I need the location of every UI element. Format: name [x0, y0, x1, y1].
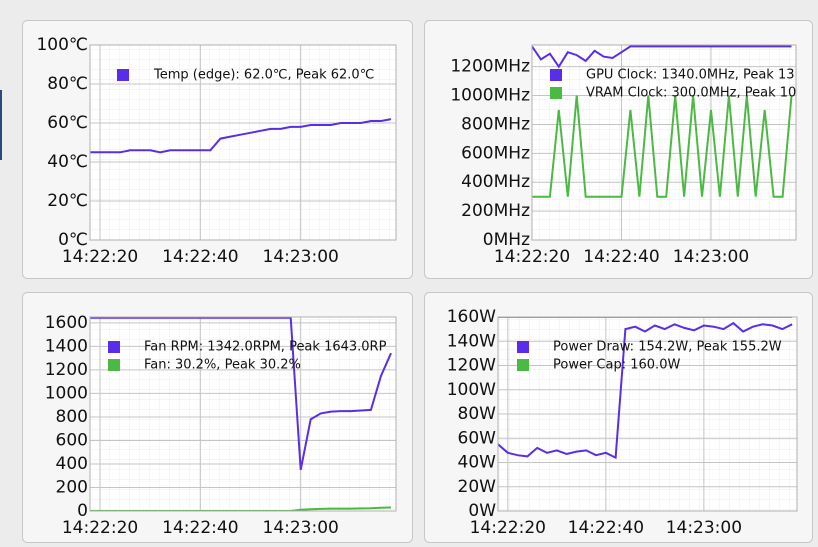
y-tick-label: 600MHz [461, 143, 530, 163]
legend-swatch [108, 359, 120, 371]
y-tick-label: 600 [56, 430, 88, 450]
x-tick-label: 14:22:20 [62, 247, 138, 267]
x-tick-label: 14:22:40 [568, 518, 644, 538]
legend-label: Fan: 30.2%, Peak 30.2% [144, 358, 301, 373]
y-tick-label: 40℃ [47, 152, 88, 172]
plot-content: Power Draw: 154.2W, Peak 155.2W Power Cap… [498, 317, 797, 511]
y-tick-label: 80W [458, 404, 497, 424]
x-tick-label: 14:23:00 [673, 247, 749, 267]
plot-content: GPU Clock: 1340.0MHz, Peak 13 VRAM Clock:… [532, 45, 796, 240]
y-tick-label: 100W [447, 380, 496, 400]
y-tick-label: 0 [77, 501, 88, 521]
legend-swatch [117, 69, 129, 81]
side-strip [0, 90, 2, 160]
series-line [532, 45, 792, 69]
plot-border [497, 316, 798, 512]
x-tick-label: 14:22:40 [583, 247, 659, 267]
x-tick-label: 14:22:40 [162, 518, 238, 538]
series-line [90, 118, 392, 154]
y-tick-label: 400MHz [461, 172, 530, 192]
legend-label: GPU Clock: 1340.0MHz, Peak 13 [586, 68, 795, 83]
y-tick-label: 20℃ [47, 191, 88, 211]
x-tick-label: 14:23:00 [263, 518, 339, 538]
y-tick-label: 1200 [45, 360, 88, 380]
y-tick-label: 1400 [45, 336, 88, 356]
legend-swatch [550, 69, 562, 81]
plot-border [89, 44, 397, 241]
plot-border [89, 316, 397, 512]
y-tick-label: 1000MHz [450, 86, 530, 106]
legend-label: VRAM Clock: 300.0MHz, Peak 10 [586, 86, 796, 101]
legend-swatch [550, 87, 562, 99]
x-tick-label: 14:22:20 [62, 518, 138, 538]
y-tick-label: 800 [56, 407, 88, 427]
y-tick-label: 20W [458, 477, 497, 497]
x-tick-label: 14:23:00 [666, 518, 742, 538]
y-tick-label: 100℃ [36, 35, 88, 55]
x-tick-label: 14:22:20 [494, 247, 570, 267]
y-tick-label: 60W [458, 428, 497, 448]
y-tick-label: 0W [468, 501, 496, 521]
y-tick-label: 1600 [45, 313, 88, 333]
x-tick-label: 14:22:20 [470, 518, 546, 538]
minor-grid [90, 45, 396, 240]
minor-grid [532, 45, 796, 240]
series-line [90, 317, 392, 470]
y-tick-label: 1200MHz [450, 57, 530, 77]
legend-label: Power Draw: 154.2W, Peak 155.2W [553, 340, 782, 355]
x-tick-label: 14:22:40 [162, 247, 238, 267]
y-tick-label: 40W [458, 453, 497, 473]
minor-grid [90, 317, 396, 511]
series-line [90, 506, 392, 511]
y-tick-label: 200 [56, 477, 88, 497]
y-tick-label: 200MHz [461, 201, 530, 221]
legend-swatch [517, 341, 529, 353]
legend-swatch [517, 359, 529, 371]
y-tick-label: 0℃ [58, 230, 88, 250]
y-tick-label: 160W [447, 307, 496, 327]
plot-content: Fan RPM: 1342.0RPM, Peak 1643.0RP Fan: 30… [90, 317, 396, 511]
y-tick-label: 0MHz [483, 230, 530, 250]
y-tick-label: 800MHz [461, 114, 530, 134]
y-tick-label: 60℃ [47, 113, 88, 133]
y-tick-label: 140W [447, 331, 496, 351]
x-tick-label: 14:23:00 [263, 247, 339, 267]
legend-label: Fan RPM: 1342.0RPM, Peak 1643.0RP [144, 340, 387, 355]
y-tick-label: 1000 [45, 383, 88, 403]
legend-label: Power Cap: 160.0W [553, 358, 680, 373]
plot-border [531, 44, 797, 241]
plot-content: Temp (edge): 62.0℃, Peak 62.0℃ [90, 45, 396, 240]
series-line [532, 95, 793, 198]
legend-label: Temp (edge): 62.0℃, Peak 62.0℃ [153, 68, 374, 83]
legend-swatch [108, 341, 120, 353]
y-tick-label: 80℃ [47, 74, 88, 94]
y-tick-label: 120W [447, 356, 496, 376]
y-tick-label: 400 [56, 454, 88, 474]
series-line [498, 321, 793, 460]
